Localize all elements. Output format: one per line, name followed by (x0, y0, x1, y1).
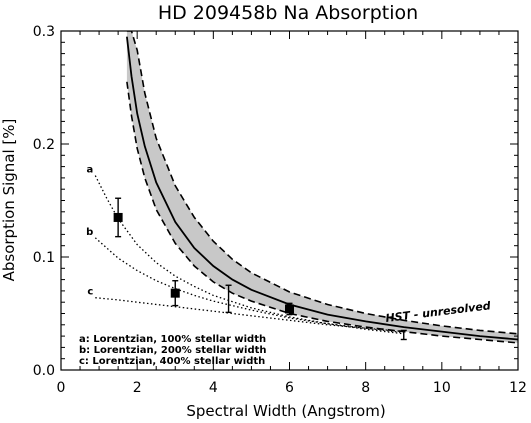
lorentzian-curve-c (95, 297, 404, 333)
y-tick-label: 0.1 (33, 250, 55, 266)
chart-title: HD 209458b Na Absorption (158, 2, 418, 24)
legend-entry-b: b: Lorentzian, 200% stellar width (79, 345, 267, 356)
model-upper-bound-line (126, 31, 518, 335)
model-lower-bound-line (126, 81, 518, 344)
x-axis-ticks: 0 2 4 6 8 10 12 (57, 31, 527, 396)
lorentzian-curves (94, 175, 404, 335)
x-tick-label: 10 (433, 380, 451, 396)
x-tick-label: 0 (57, 380, 66, 396)
y-tick-label: 0.0 (33, 363, 55, 379)
lorentzian-curve-label-b: b (86, 227, 93, 238)
measurement-point-0 (113, 212, 123, 222)
x-axis-label: Spectral Width (Angstrom) (186, 402, 385, 420)
model-center-line (126, 36, 518, 341)
y-tick-label: 0.2 (33, 137, 55, 153)
x-tick-label: 12 (509, 380, 527, 396)
measurement-point-3 (285, 304, 294, 314)
y-axis-ticks: 0.0 0.1 0.2 0.3 (33, 24, 518, 379)
y-axis-label: Absorption Signal [%] (0, 119, 18, 282)
x-tick-label: 2 (133, 380, 142, 396)
legend-entry-a: a: Lorentzian, 100% stellar width (79, 334, 266, 345)
x-tick-label: 6 (285, 380, 294, 396)
x-tick-label: 4 (209, 380, 218, 396)
lorentzian-curve-label-c: c (87, 287, 93, 298)
hst-annotation: HST - unresolved (385, 299, 492, 325)
lorentzian-curve-label-a: a (87, 165, 94, 176)
legend-entry-c: c: Lorentzian, 400% stellar width (79, 356, 265, 367)
plot-area (94, 31, 518, 344)
measurement-points (113, 197, 407, 341)
x-tick-label: 8 (361, 380, 370, 396)
y-tick-label: 0.3 (33, 24, 55, 40)
model-uncertainty-band (126, 31, 518, 343)
measurement-point-1 (170, 288, 180, 298)
legend: a: Lorentzian, 100% stellar width b: Lor… (79, 334, 267, 367)
